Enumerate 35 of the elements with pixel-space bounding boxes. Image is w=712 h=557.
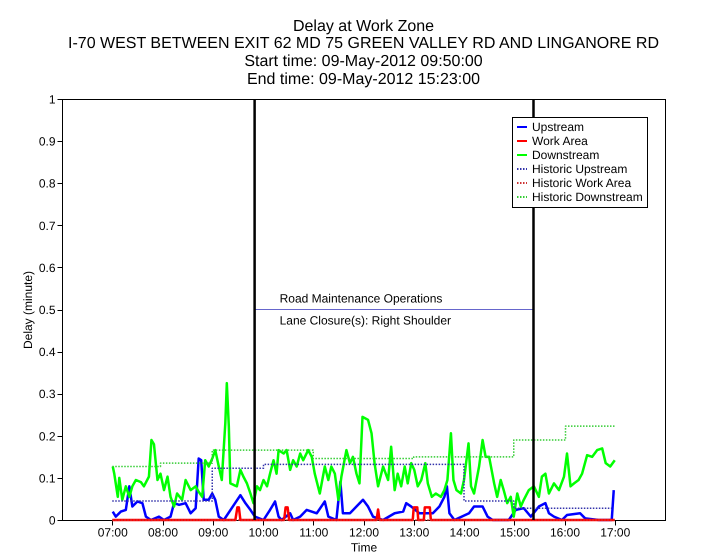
line-series xyxy=(112,382,616,518)
y-tick-label: 0.3 xyxy=(38,387,56,402)
x-tick-label: 16:00 xyxy=(550,526,580,540)
legend-label: Downstream xyxy=(532,148,600,162)
x-axis-title: Time xyxy=(350,540,378,554)
y-tick-label: 0.1 xyxy=(38,471,56,486)
y-axis-title: Delay (minute) xyxy=(20,270,35,350)
x-tick-label: 11:00 xyxy=(299,526,329,540)
x-tick-label: 09:00 xyxy=(198,526,229,540)
y-tick-label: 0.6 xyxy=(38,260,56,275)
legend-label: Upstream xyxy=(532,120,584,134)
legend-label: Historic Upstream xyxy=(532,162,628,176)
x-tick-label: 12:00 xyxy=(348,526,380,540)
x-tick-label: 15:00 xyxy=(500,526,530,540)
annotation: Road Maintenance Operations xyxy=(280,292,442,306)
x-tick-label: 07:00 xyxy=(98,526,128,540)
x-tick-label: 13:00 xyxy=(399,526,430,540)
y-tick-label: 0.8 xyxy=(38,176,56,191)
y-tick-label: 1 xyxy=(48,92,56,106)
y-tick-label: 0.4 xyxy=(38,345,56,360)
x-tick-label: 17:00 xyxy=(600,526,631,540)
legend-label: Historic Downstream xyxy=(532,190,643,204)
y-tick-label: 0.2 xyxy=(38,429,56,444)
legend-label: Work Area xyxy=(532,134,588,148)
y-tick-label: 0.9 xyxy=(38,134,56,149)
x-tick-label: 10:00 xyxy=(248,526,279,540)
chart-title: Delay at Work Zone xyxy=(292,18,434,35)
x-tick-label: 08:00 xyxy=(148,526,178,540)
legend-label: Historic Work Area xyxy=(532,176,632,190)
annotation: Lane Closure(s): Right Shoulder xyxy=(280,314,452,328)
y-tick-label: 0 xyxy=(48,514,56,528)
y-tick-label: 0.5 xyxy=(38,303,56,317)
chart-subtitle: I-70 WEST BETWEEN EXIT 62 MD 75 GREEN VALLEY RD AND LINGANORE RD Start time: 09-May-2012 09:50:00 End time: 09-May-2012 15:23:00 xyxy=(68,35,659,88)
x-tick-label: 14:00 xyxy=(449,526,480,540)
y-tick-label: 0.7 xyxy=(38,218,56,233)
